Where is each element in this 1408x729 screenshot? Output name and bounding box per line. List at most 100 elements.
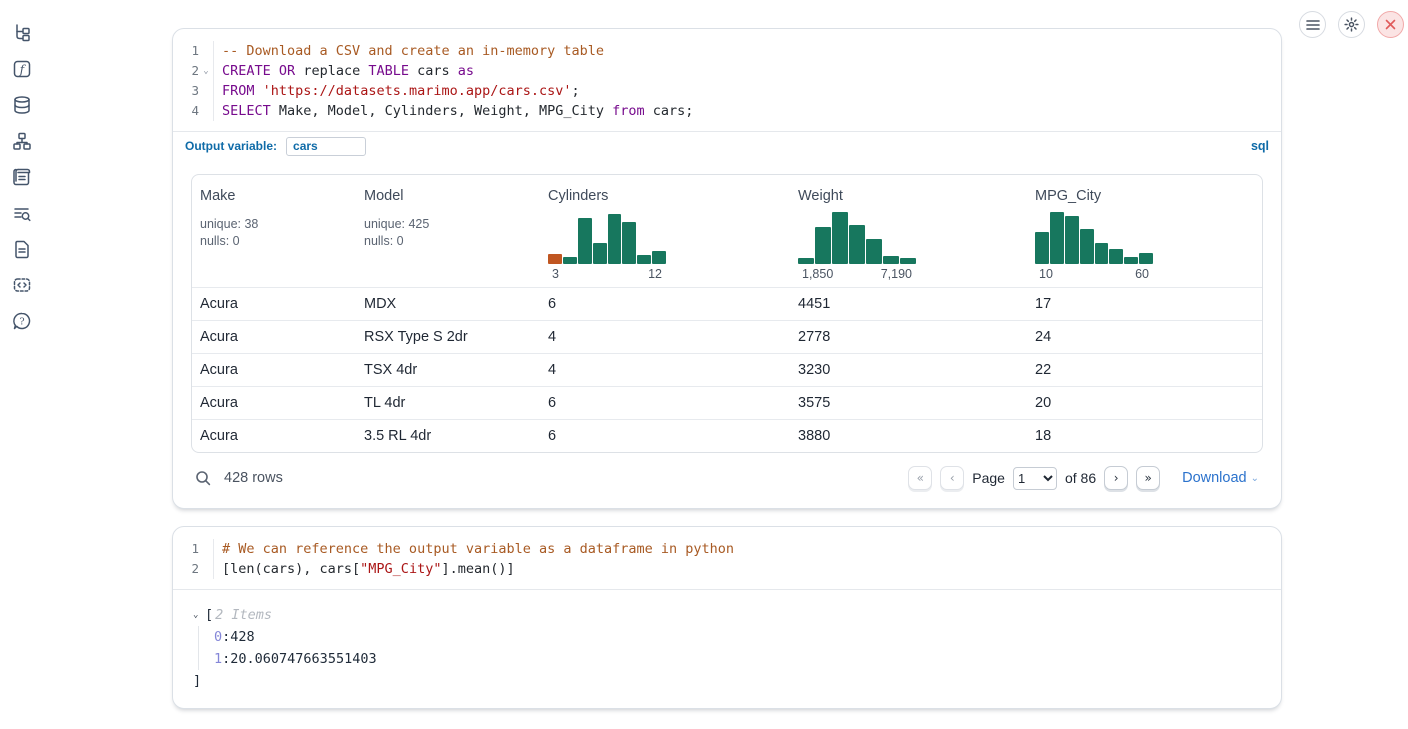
code-text: FROM 'https://datasets.marimo.app/cars.c… xyxy=(213,81,580,101)
next-page-button[interactable]: › xyxy=(1104,466,1129,490)
table-cell: 4451 xyxy=(798,296,831,312)
svg-text:?: ? xyxy=(19,317,24,328)
histogram-bar xyxy=(548,253,562,264)
histogram-axis-labels: 3 12 xyxy=(552,267,662,281)
histogram-bar xyxy=(900,258,916,264)
code-text: SELECT Make, Model, Cylinders, Weight, M… xyxy=(213,101,693,121)
table-cell: 18 xyxy=(1035,428,1052,444)
code-text: [len(cars), cars["MPG_City"].mean()] xyxy=(213,559,515,579)
bracket-close: ] xyxy=(193,673,202,689)
table-row: Acura TSX 4dr 4 3230 22 xyxy=(192,353,1262,386)
code-text: -- Download a CSV and create an in-memor… xyxy=(213,41,604,61)
table-row: Acura RSX Type S 2dr 4 2778 24 xyxy=(192,320,1262,353)
entry-value: 428 xyxy=(230,629,255,645)
collapse-chevron-icon[interactable]: ⌄ xyxy=(193,610,199,620)
documentation-icon[interactable] xyxy=(11,238,33,260)
functions-icon[interactable]: f xyxy=(11,58,33,80)
histogram-bar xyxy=(1109,249,1124,264)
last-page-button[interactable]: » xyxy=(1136,466,1161,490)
histogram-bar xyxy=(883,256,899,264)
data-table: Make unique: 38 nulls: 0 Model unique: 425 nu… xyxy=(191,174,1263,453)
table-cell: MDX xyxy=(364,296,397,312)
histogram-bar xyxy=(1064,215,1079,264)
histogram-bar xyxy=(622,222,637,264)
column-stats: unique: 425 nulls: 0 xyxy=(364,217,430,248)
fold-gutter xyxy=(199,101,213,121)
table-cell: Acura xyxy=(200,395,238,411)
table-cell: RSX Type S 2dr xyxy=(364,329,468,345)
first-page-button[interactable]: « xyxy=(908,466,933,490)
fold-gutter xyxy=(199,559,213,579)
shutdown-button[interactable] xyxy=(1377,11,1404,38)
output-variable-label: Output variable: xyxy=(185,139,278,153)
settings-button[interactable] xyxy=(1338,11,1365,38)
histogram-bar xyxy=(815,226,831,264)
sql-code-editor[interactable]: 1 -- Download a CSV and create an in-memo… xyxy=(173,29,1281,131)
column-histogram[interactable]: 1,850 7,190 xyxy=(798,212,916,281)
download-button[interactable]: Download ⌄ xyxy=(1182,470,1259,486)
table-cell: 22 xyxy=(1035,362,1052,378)
file-tree-icon[interactable] xyxy=(11,22,33,44)
column-name: Weight xyxy=(798,188,843,204)
column-header[interactable]: Weight 1,850 7,190 xyxy=(790,188,1027,281)
histogram-bar xyxy=(562,257,577,264)
sql-cell: 1 -- Download a CSV and create an in-memo… xyxy=(172,28,1282,509)
table-row: Acura MDX 6 4451 17 xyxy=(192,287,1262,320)
tree-root-line: ⌄ [ 2 Items xyxy=(193,604,1281,626)
tree-close-line: ] xyxy=(193,670,1281,692)
line-number: 1 xyxy=(191,541,199,556)
snippets-icon[interactable] xyxy=(11,274,33,296)
histogram-bar xyxy=(592,243,607,264)
column-histogram[interactable]: 10 60 xyxy=(1035,212,1153,281)
prev-page-button[interactable]: ‹ xyxy=(940,466,965,490)
column-header[interactable]: Model unique: 425 nulls: 0 xyxy=(356,188,540,281)
histogram-axis-labels: 1,850 7,190 xyxy=(802,267,912,281)
column-stats: unique: 38 nulls: 0 xyxy=(200,217,259,248)
histogram-bar xyxy=(1139,252,1153,264)
row-count: 428 rows xyxy=(224,470,283,486)
table-cell: Acura xyxy=(200,362,238,378)
line-number: 2 xyxy=(191,561,199,576)
search-logs-icon[interactable] xyxy=(11,202,33,224)
column-name: Cylinders xyxy=(548,188,609,204)
output-variable-input[interactable] xyxy=(286,136,367,156)
entry-key: 0 xyxy=(214,629,223,645)
fold-gutter xyxy=(199,41,213,61)
python-code-editor[interactable]: 1 # We can reference the output variable … xyxy=(173,527,1281,589)
table-row: Acura TL 4dr 6 3575 20 xyxy=(192,386,1262,419)
code-text: # We can reference the output variable a… xyxy=(213,539,734,559)
search-button[interactable] xyxy=(195,470,212,487)
histogram-bar xyxy=(1079,228,1094,264)
column-header[interactable]: MPG_City 10 60 xyxy=(1027,188,1262,281)
logs-icon[interactable] xyxy=(11,166,33,188)
table-footer: 428 rows « ‹ Page 1 of 86 › » Download ⌄ xyxy=(191,453,1263,496)
column-header[interactable]: Cylinders 3 12 xyxy=(540,188,790,281)
histogram-bar xyxy=(1124,257,1139,264)
histogram-bar xyxy=(577,218,592,264)
column-histogram[interactable]: 3 12 xyxy=(548,212,666,281)
column-name: MPG_City xyxy=(1035,188,1102,204)
entry-value: 20.060747663551403 xyxy=(230,651,377,667)
fold-gutter xyxy=(199,81,213,101)
histogram-bar xyxy=(866,239,882,264)
line-number: 3 xyxy=(191,83,199,98)
bracket-open: [ xyxy=(205,607,214,623)
datasources-icon[interactable] xyxy=(11,94,33,116)
dependency-graph-icon[interactable] xyxy=(11,130,33,152)
page-select[interactable]: 1 xyxy=(1012,466,1057,490)
histogram-axis-labels: 10 60 xyxy=(1039,267,1149,281)
table-cell: 6 xyxy=(548,395,557,411)
table-cell: 17 xyxy=(1035,296,1052,312)
table-cell: 2778 xyxy=(798,329,831,345)
language-badge[interactable]: sql xyxy=(1250,139,1269,153)
line-number: 4 xyxy=(191,103,199,118)
column-header[interactable]: Make unique: 38 nulls: 0 xyxy=(192,188,356,281)
help-icon[interactable]: ? xyxy=(11,310,33,332)
fold-chevron-icon[interactable]: ⌄ xyxy=(203,66,209,76)
python-output-tree: ⌄ [ 2 Items 0: 428 1: 20.060747663551403 … xyxy=(173,589,1281,708)
table-cell: 3230 xyxy=(798,362,831,378)
table-cell: TSX 4dr xyxy=(364,362,418,378)
histogram-bar xyxy=(798,257,814,264)
table-cell: TL 4dr xyxy=(364,395,406,411)
menu-button[interactable] xyxy=(1299,11,1326,38)
